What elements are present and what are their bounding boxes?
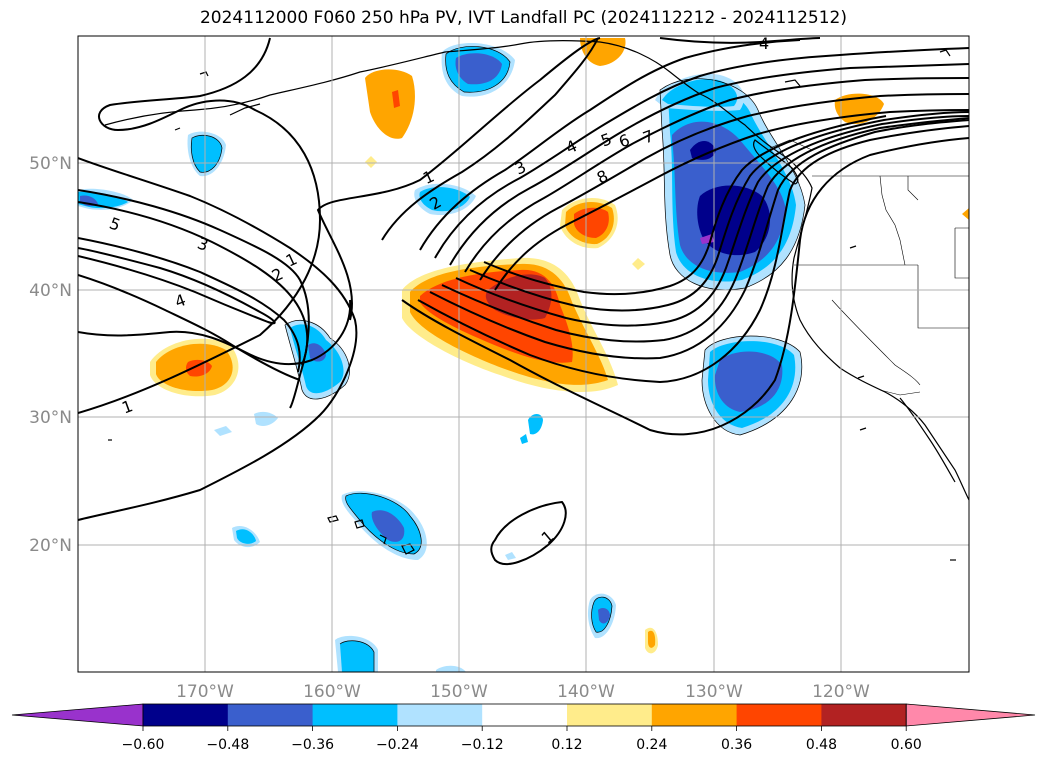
colorbar-segment <box>651 704 738 726</box>
anomaly-outlines <box>190 46 806 672</box>
pv-contour-west-1 <box>78 37 322 414</box>
map-frame <box>77 35 970 673</box>
lon-label-170w: 170°W <box>176 682 234 702</box>
pv-contour-ridge-2 <box>381 37 599 241</box>
colorbar-segment <box>821 704 907 726</box>
lon-label-130w: 130°W <box>685 682 743 702</box>
colorbar-tick-label: 0.48 <box>806 737 837 753</box>
colorbar-tick-label: −0.24 <box>376 737 419 753</box>
pv-contour-ridge-6 <box>464 77 969 273</box>
contour-label: 4 <box>759 34 769 53</box>
colorbar: −0.60 −0.48 −0.36 −0.24 −0.12 0.12 0.24 0.36 0.4… <box>11 703 1036 753</box>
pv-contour-west-3 <box>78 201 309 366</box>
lat-label-50n: 50°N <box>29 154 72 174</box>
colorbar-tick-label: −0.60 <box>122 737 165 753</box>
colorbar-segment <box>567 704 653 726</box>
pv-contour-ridge-1 <box>316 37 601 321</box>
political-borders <box>769 139 969 396</box>
colorbar-extend-max <box>905 703 1036 727</box>
colorbar-segment <box>312 704 398 726</box>
pv-contour-trough-2 <box>417 125 969 384</box>
colorbar-tick-label: −0.36 <box>291 737 334 753</box>
pv-contour-ridge-3 <box>419 39 801 251</box>
pv-contour-ridge-7 <box>479 93 969 281</box>
lon-label-120w: 120°W <box>812 682 870 702</box>
lat-label-20n: 20°N <box>29 536 72 556</box>
colorbar-segment <box>143 704 229 726</box>
pv-contour-west-8 <box>78 157 358 521</box>
pv-contour-ridge-4 <box>434 47 969 259</box>
lon-label-150w: 150°W <box>430 682 488 702</box>
pv-contour-west-7 <box>78 299 352 366</box>
pv-contour-west-4 <box>78 237 301 373</box>
colorbar-tick-label: 0.60 <box>891 737 922 753</box>
pv-contour-trough-4 <box>441 117 969 343</box>
pv-contour-closed-1 <box>490 500 567 565</box>
colorbar-tick-label: −0.12 <box>461 737 504 753</box>
pv-contour-west-5 <box>78 247 276 325</box>
colorbar-segment <box>397 704 483 726</box>
colorbar-segment <box>227 704 314 726</box>
colorbar-extend-min <box>11 703 144 727</box>
lon-label-140w: 140°W <box>557 682 615 702</box>
latitude-labels: 50°N 40°N 30°N 20°N <box>29 154 72 556</box>
pv-contour-ridge-8 <box>494 109 969 291</box>
map-title: 2024112000 F060 250 hPa PV, IVT Landfall… <box>199 8 847 28</box>
lon-label-160w: 160°W <box>303 682 361 702</box>
longitude-labels: 170°W 160°W 150°W 140°W 130°W 120°W <box>176 682 870 702</box>
pv-contour-trough-7 <box>483 115 887 295</box>
lat-label-30n: 30°N <box>29 408 72 428</box>
colorbar-segment <box>482 704 568 726</box>
colorbar-segment <box>736 704 822 726</box>
colorbar-tick-label: −0.48 <box>206 737 249 753</box>
pv-contour-trough-5 <box>455 115 969 327</box>
colorbar-tick-label: 0.36 <box>721 737 752 753</box>
colorbar-tick-label: 0.12 <box>551 737 582 753</box>
pv-contours <box>78 37 969 565</box>
lat-label-40n: 40°N <box>29 281 72 301</box>
pv-contour-ridge-5 <box>449 63 969 266</box>
colorbar-tick-label: 0.24 <box>636 737 667 753</box>
pv-contour-west-6 <box>78 274 301 381</box>
pv-contour-trough-3 <box>429 119 969 360</box>
colorbar-outline <box>142 703 907 727</box>
pv-contour-trough-6 <box>469 111 969 312</box>
pv-contour-trough-1 <box>401 137 969 436</box>
pv-contour-top-4 <box>659 37 821 44</box>
